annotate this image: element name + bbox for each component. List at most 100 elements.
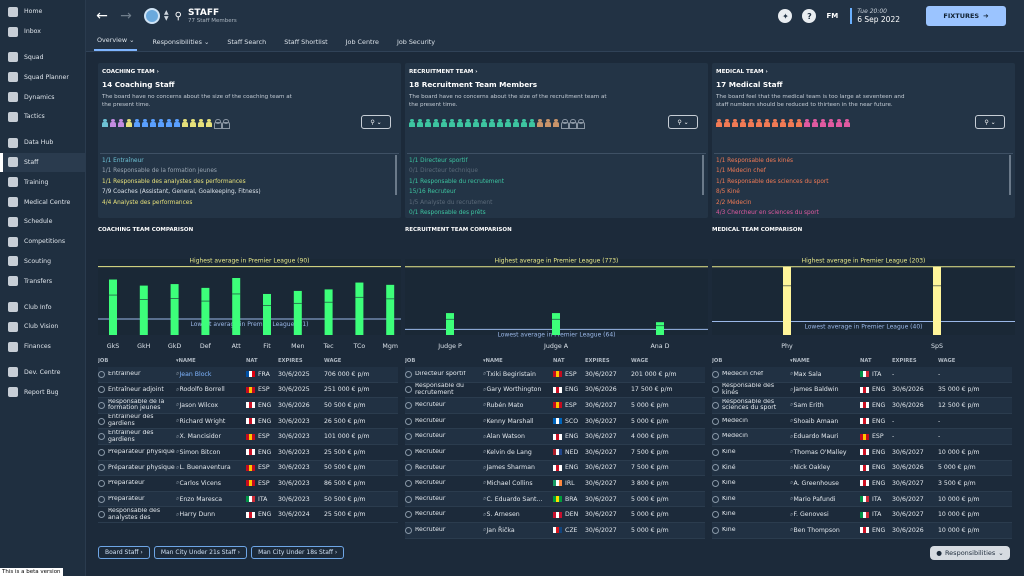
sidebar-item-inbox[interactable]: Inbox [0, 22, 85, 42]
staff-name[interactable]: Carlos Vicens [179, 479, 221, 487]
name-cell[interactable]: ⌕ Mario Pafundi [790, 495, 860, 503]
panel-heading-link[interactable]: COACHING TEAM › [102, 69, 159, 75]
select-radio-icon[interactable] [712, 464, 719, 472]
staff-name[interactable]: Eduardo Mauri [793, 433, 839, 441]
help-icon[interactable]: ? [802, 9, 817, 23]
select-radio-icon[interactable] [98, 448, 105, 456]
name-cell[interactable]: ⌕ Gary Worthington [483, 386, 553, 394]
name-cell[interactable]: ⌕ Sam Erith [790, 401, 860, 409]
column-header-nat[interactable]: NAT [246, 358, 258, 364]
table-row[interactable]: Kiné ⌕ Ben Thompson ENG 30/6/2026 10 000 € p… [712, 522, 1012, 539]
table-row[interactable]: Responsable des sciences du sport ⌕ Sam E… [712, 398, 1012, 414]
staff-name[interactable]: X. Mancisidor [179, 433, 222, 441]
sidebar-item-dynamics[interactable]: Dynamics [0, 87, 85, 107]
sidebar-item-scouting[interactable]: Scouting [0, 252, 85, 272]
name-cell[interactable]: ⌕ Max Sala [790, 370, 860, 378]
table-row[interactable]: Responsable de la formation jeunes ⌕ Jaso… [98, 398, 398, 414]
name-cell[interactable]: ⌕ S. Arnesen [483, 511, 553, 519]
select-radio-icon[interactable] [98, 464, 105, 472]
sidebar-item-finances[interactable]: Finances [0, 337, 85, 357]
world-icon[interactable]: ✦ [778, 9, 793, 23]
select-radio-icon[interactable] [98, 479, 105, 487]
sidebar-item-medical-centre[interactable]: Medical Centre [0, 192, 85, 212]
staff-name[interactable]: Alan Watson [486, 433, 525, 441]
column-header-job[interactable]: JOB [712, 358, 723, 364]
select-radio-icon[interactable] [712, 417, 719, 425]
table-row[interactable]: Préparateur physique ⌕ L. Buenaventura ESP… [98, 460, 398, 477]
staff-name[interactable]: Michael Collins [486, 479, 533, 487]
select-radio-icon[interactable] [98, 511, 105, 519]
sidebar-item-report-bug[interactable]: Report Bug [0, 382, 85, 402]
table-row[interactable]: Directeur sportif ⌕ Txiki Begiristain ESP 3… [405, 367, 705, 383]
scrollbar[interactable] [702, 155, 704, 195]
name-cell[interactable]: ⌕ Michael Collins [483, 479, 553, 487]
back-icon[interactable]: ← [96, 8, 108, 24]
table-row[interactable]: Recruteur ⌕ C. Eduardo Sant... BRA 30/6/202… [405, 491, 705, 508]
table-row[interactable]: Médecin chef ⌕ Max Sala ITA - - [712, 367, 1012, 383]
tab-staff-shortlist[interactable]: Staff Shortlist [281, 38, 330, 51]
table-row[interactable]: Médecin ⌕ Shoaib Amaan ENG - - [712, 414, 1012, 430]
staff-name[interactable]: Simon Bitcon [179, 448, 221, 456]
table-row[interactable]: Entraîneur des gardiens ⌕ X. Mancisidor ES… [98, 429, 398, 445]
sidebar-item-dev-centre[interactable]: Dev. Centre [0, 363, 85, 383]
select-radio-icon[interactable] [405, 433, 412, 441]
staff-name[interactable]: Kenny Marshall [486, 417, 534, 425]
select-radio-icon[interactable] [405, 401, 412, 409]
select-radio-icon[interactable] [405, 417, 412, 425]
select-radio-icon[interactable] [98, 495, 105, 503]
staff-name[interactable]: Thomas O'Malley [793, 448, 847, 456]
staff-name[interactable]: Richard Wright [179, 417, 226, 425]
column-header-nat[interactable]: NAT [553, 358, 565, 364]
column-header-name[interactable]: ▾NAME [483, 358, 503, 364]
name-cell[interactable]: ⌕ Eduardo Mauri [790, 433, 860, 441]
sidebar-item-training[interactable]: Training [0, 172, 85, 192]
name-cell[interactable]: ⌕ Rodolfo Borrell [176, 386, 246, 394]
name-cell[interactable]: ⌕ Simon Bitcon [176, 448, 246, 456]
column-header-wage[interactable]: WAGE [938, 358, 956, 364]
select-radio-icon[interactable] [712, 386, 719, 394]
table-row[interactable]: Médecin ⌕ Eduardo Mauri ESP - - [712, 429, 1012, 445]
column-header-wage[interactable]: WAGE [631, 358, 649, 364]
panel-heading-link[interactable]: RECRUITMENT TEAM › [409, 69, 478, 75]
table-row[interactable]: Kiné ⌕ Mario Pafundi ITA 30/6/2027 10 000 € … [712, 491, 1012, 508]
select-radio-icon[interactable] [405, 370, 412, 378]
name-cell[interactable]: ⌕ Jan Řička [483, 526, 553, 534]
table-row[interactable]: Recruteur ⌕ S. Arnesen DEN 30/6/2027 5 000 €… [405, 507, 705, 523]
staff-name[interactable]: Max Sala [793, 370, 822, 378]
view-options-dropdown[interactable]: ⚲ ⌄ [361, 115, 391, 129]
select-radio-icon[interactable] [98, 386, 105, 394]
staff-name[interactable]: S. Arnesen [486, 511, 520, 519]
sidebar-item-tactics[interactable]: Tactics [0, 107, 85, 127]
sidebar-item-schedule[interactable]: Schedule [0, 212, 85, 232]
name-cell[interactable]: ⌕ L. Buenaventura [176, 464, 246, 472]
staff-name[interactable]: Rubén Mato [486, 401, 524, 409]
select-radio-icon[interactable] [98, 401, 105, 409]
staff-name[interactable]: Gary Worthington [486, 386, 542, 394]
name-cell[interactable]: ⌕ Ben Thompson [790, 526, 860, 534]
sidebar-item-home[interactable]: Home [0, 2, 85, 22]
staff-name[interactable]: Jan Řička [486, 526, 515, 534]
select-radio-icon[interactable] [405, 479, 412, 487]
select-radio-icon[interactable] [712, 370, 719, 378]
select-radio-icon[interactable] [712, 433, 719, 441]
staff-name[interactable]: Harry Dunn [179, 511, 216, 519]
column-header-wage[interactable]: WAGE [324, 358, 342, 364]
select-radio-icon[interactable] [98, 370, 105, 378]
select-radio-icon[interactable] [405, 495, 412, 503]
staff-name[interactable]: Kelvin de Lang [486, 448, 532, 456]
responsibilities-button[interactable]: ● Responsibilities ⌄ [930, 546, 1010, 560]
forward-icon[interactable]: → [120, 8, 132, 24]
table-row[interactable]: Préparateur physique ⌕ Simon Bitcon ENG 30/… [98, 445, 398, 461]
staff-name[interactable]: L. Buenaventura [179, 464, 231, 472]
tab-job-centre[interactable]: Job Centre [343, 38, 382, 51]
name-cell[interactable]: ⌕ Carlos Vicens [176, 479, 246, 487]
select-radio-icon[interactable] [98, 417, 105, 425]
column-header-nat[interactable]: NAT [860, 358, 872, 364]
sidebar-item-staff[interactable]: Staff [0, 152, 85, 173]
table-row[interactable]: Préparateur ⌕ Carlos Vicens ESP 30/6/2023 86… [98, 476, 398, 492]
table-row[interactable]: Entraîneur ⌕ Jean Block FRA 30/6/2025 706 00… [98, 367, 398, 383]
table-row[interactable]: Recruteur ⌕ Alan Watson ENG 30/6/2027 4 000 … [405, 429, 705, 445]
table-row[interactable]: Recruteur ⌕ Michael Collins IRL 30/6/2027 3 … [405, 476, 705, 492]
staff-name[interactable]: C. Eduardo Sant... [486, 495, 543, 503]
staff-name[interactable]: Shoaib Amaan [793, 417, 839, 425]
